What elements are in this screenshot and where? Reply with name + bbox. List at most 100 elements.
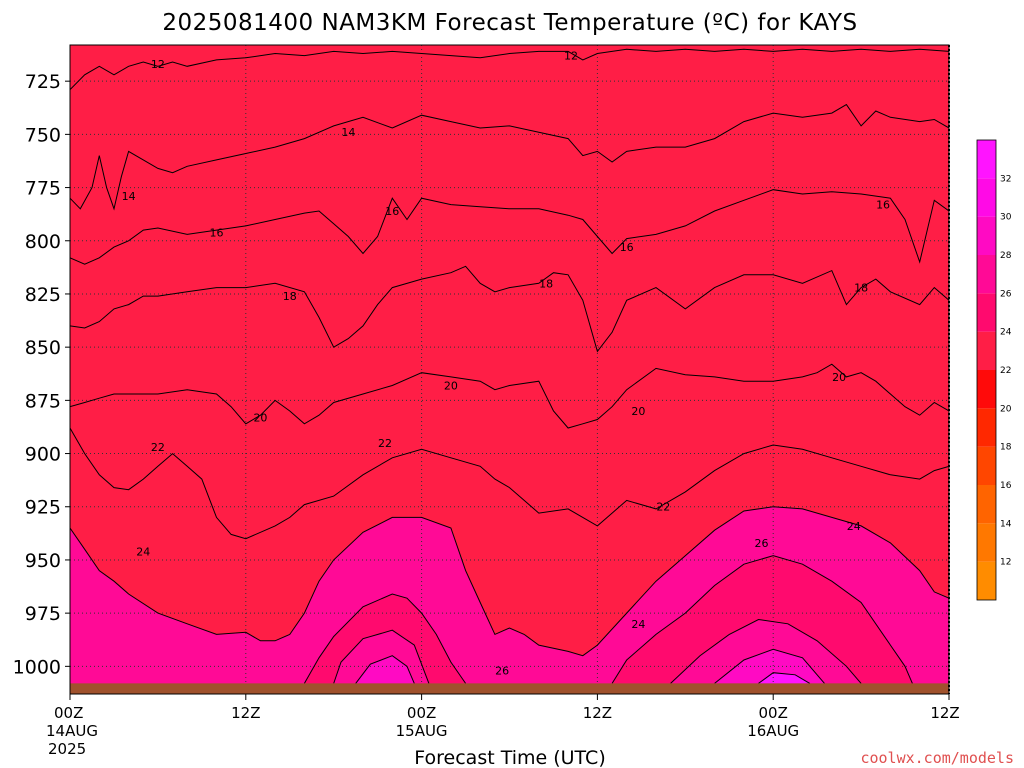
colorbar-tick-label: 26 [1000, 289, 1012, 299]
contour-fill-30 [714, 649, 825, 684]
y-tick-label: 875 [25, 390, 61, 412]
contour-fill-24 [70, 45, 949, 656]
contour-lines [70, 48, 949, 684]
contour-label: 22 [378, 437, 392, 450]
contour-line-16 [70, 189, 949, 265]
contour-line-32 [758, 672, 811, 684]
contour-label: 24 [136, 545, 150, 558]
x-tick-label: 12Z [930, 704, 959, 722]
contour-line-28 [333, 629, 430, 684]
contour-line-18 [70, 265, 949, 353]
y-tick-label: 950 [25, 550, 61, 572]
contour-label: 20 [253, 411, 267, 424]
colorbar-band [977, 140, 996, 179]
colorbar-tick-label: 24 [1000, 328, 1012, 338]
x-tick-label: 00Z [407, 704, 436, 722]
y-tick-label: 1000 [13, 656, 61, 678]
contour-label: 24 [631, 618, 645, 631]
x-tick-date: 16AUG [747, 722, 799, 740]
contour-label: 26 [754, 537, 768, 550]
contour-line-30 [714, 648, 825, 684]
chart-title: 2025081400 NAM3KM Forecast Temperature (… [162, 10, 857, 36]
y-tick-label: 775 [25, 178, 61, 200]
y-tick-label: 750 [25, 124, 61, 146]
y-tick-label: 800 [25, 231, 61, 253]
contour-fills [70, 45, 949, 684]
contour-fill-30 [355, 655, 415, 684]
colorbar-tick-label: 12 [1000, 558, 1011, 568]
colorbar-tick-label: 18 [1000, 443, 1012, 453]
contour-line-26 [611, 555, 913, 684]
colorbar-band [977, 370, 996, 409]
credit-link[interactable]: coolwx.com/models [860, 749, 1014, 767]
x-tick-label: 00Z [54, 704, 83, 722]
colorbar-band [977, 293, 996, 332]
contour-fill-core-32 [758, 672, 810, 684]
x-tick-label: 12Z [231, 704, 260, 722]
colorbar-tick-label: 32 [1000, 174, 1011, 184]
contour-label: 18 [854, 282, 868, 295]
contour-labels: 12 12 14 14 16 16 16 16 18 18 18 20 20 20 20 22 22 22 24 24… [122, 50, 890, 678]
contour-fill-28 [670, 619, 862, 684]
contour-label: 22 [656, 501, 670, 514]
contour-label: 24 [847, 520, 861, 533]
contour-line-12 [70, 48, 949, 91]
colorbar-tick-label: 28 [1000, 251, 1012, 261]
y-tick-label: 725 [25, 71, 61, 93]
colorbar-band [977, 178, 996, 217]
colorbar-tick-label: 14 [1000, 519, 1012, 529]
x-tick-label: 00Z [759, 704, 788, 722]
colorbar-band [977, 561, 996, 600]
colorbar-band [977, 485, 996, 524]
colorbar-band [977, 255, 996, 294]
contour-line-24 [70, 506, 949, 657]
plot-area: 12 12 14 14 16 16 16 16 18 18 18 20 20 20 20 22 22 22 24 24… [70, 45, 949, 694]
colorbar-frame [976, 139, 997, 601]
contour-label: 18 [539, 277, 553, 290]
contour-line-30 [355, 655, 415, 684]
contour-label: 20 [631, 405, 645, 418]
contour-label: 16 [876, 199, 890, 212]
contour-label: 14 [341, 126, 355, 139]
contour-line-14 [70, 103, 949, 211]
colorbar-tick-label: 22 [1000, 366, 1011, 376]
contour-label: 18 [283, 290, 297, 303]
x-tick-date: 14AUG [46, 722, 98, 740]
colorbar-band [977, 216, 996, 255]
contour-line-22 [70, 427, 949, 540]
colorbar-band [977, 331, 996, 370]
contour-label: 22 [151, 441, 165, 454]
colorbar-band [977, 446, 996, 485]
y-tick-label: 850 [25, 337, 61, 359]
colorbar-band [977, 523, 996, 562]
contour-line-26 [303, 593, 467, 684]
contour-label: 20 [444, 379, 458, 392]
x-tick-year: 2025 [48, 740, 86, 758]
y-axis: 725 750 775 800 825 850 875 900 925 950 975 1000 [13, 71, 70, 678]
y-tick-label: 975 [25, 603, 61, 625]
colorbar-tick-label: 16 [1000, 481, 1012, 491]
contour-label: 16 [620, 241, 634, 254]
colorbar: 12 14 16 18 20 22 24 26 28 30 32 [976, 139, 1012, 601]
contour-label: 20 [832, 371, 846, 384]
y-tick-label: 825 [25, 284, 61, 306]
contour-label: 16 [385, 205, 399, 218]
y-tick-label: 925 [25, 497, 61, 519]
x-tick-label: 12Z [583, 704, 612, 722]
x-axis-title: Forecast Time (UTC) [414, 747, 605, 768]
contour-label: 12 [564, 50, 578, 63]
contour-label: 12 [151, 58, 165, 71]
colorbar-tick-label: 30 [1000, 213, 1012, 223]
contour-line-28 [670, 618, 862, 684]
colorbar-tick-label: 20 [1000, 404, 1012, 414]
x-tick-date: 15AUG [396, 722, 448, 740]
contour-line-20 [70, 363, 949, 429]
colorbar-band [977, 408, 996, 447]
contour-label: 26 [495, 665, 509, 678]
y-tick-label: 900 [25, 444, 61, 466]
contour-label: 16 [210, 226, 224, 239]
contour-label: 14 [122, 190, 136, 203]
ground-surface [70, 683, 949, 694]
